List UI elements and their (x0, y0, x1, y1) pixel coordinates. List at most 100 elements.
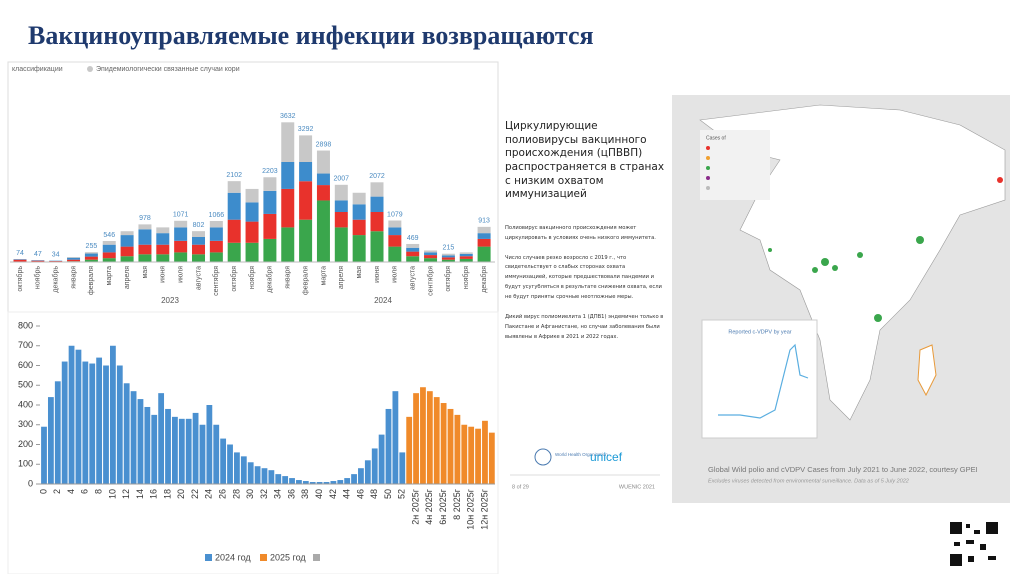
x-tick-label: 6 (80, 489, 90, 494)
bar-segment (138, 224, 152, 230)
slide-text: Циркулирующие полиовирусы вакцинного про… (505, 120, 665, 353)
bar-segment (13, 259, 27, 262)
bar-segment (334, 200, 348, 212)
bar (227, 444, 233, 484)
x-tick-label: 14 (135, 489, 145, 499)
bar (247, 462, 254, 484)
bar (213, 424, 220, 484)
bar-segment (370, 212, 384, 232)
slide-image-text (500, 95, 672, 503)
bar-segment (192, 244, 205, 255)
x-tick-label: января (70, 266, 77, 289)
x-tick-label: 24 (204, 489, 214, 499)
bar-segment (459, 253, 473, 257)
x-tick-label: 4н 2025г (424, 488, 434, 524)
bar-segment (424, 258, 438, 262)
bar-segment (245, 202, 259, 222)
total-label: 3292 (298, 126, 314, 133)
bar-segment (120, 256, 134, 262)
bar (110, 345, 116, 484)
total-label: 2007 (334, 176, 350, 183)
y-tick-label: 100 (18, 459, 33, 469)
qr-code (948, 520, 1000, 568)
x-tick-label: марта (106, 266, 113, 286)
bar-segment (209, 240, 223, 253)
bar (468, 426, 475, 484)
y-tick-label: 400 (18, 399, 33, 409)
total-label: 255 (86, 243, 98, 250)
bar (234, 452, 240, 484)
inset-title: Reported c-VDPV by year (728, 329, 791, 335)
legend-swatch (260, 554, 267, 561)
bar (116, 365, 123, 484)
bar-segment (120, 246, 134, 257)
x-tick-label: апреля (338, 266, 345, 289)
x-tick-label: 26 (218, 489, 228, 499)
bar-segment (370, 231, 384, 262)
x-tick-label: 48 (369, 489, 379, 499)
bar-segment (388, 220, 402, 228)
x-tick-label: сентября (426, 266, 434, 296)
bar (426, 391, 433, 484)
total-label: 469 (407, 235, 419, 242)
bar (302, 481, 309, 484)
bar (392, 391, 399, 484)
x-tick-label: ноября (462, 266, 470, 289)
bar-segment (227, 181, 241, 193)
total-label: 1079 (387, 211, 403, 218)
bar (296, 480, 302, 484)
bar-segment (388, 235, 402, 247)
total-label: 3632 (280, 113, 296, 120)
bar-segment (156, 244, 170, 255)
bar (172, 416, 178, 484)
bar-segment (156, 227, 170, 234)
bar (41, 426, 47, 484)
slide-source: WUENIC 2021 (619, 484, 655, 490)
bar (330, 481, 337, 484)
x-tick-label: июня (374, 266, 381, 283)
x-tick-label: января (285, 266, 292, 289)
inset-line (718, 343, 809, 419)
bar-segment (281, 188, 295, 228)
bar (158, 393, 165, 484)
bar-segment (459, 252, 473, 254)
year-label: 2023 (161, 296, 179, 305)
bar (337, 480, 344, 484)
bar-segment (477, 233, 491, 239)
bar (185, 418, 192, 484)
bar (68, 345, 75, 484)
map-cases (768, 236, 924, 322)
bar-segment (334, 227, 348, 262)
bar-segment (281, 162, 295, 189)
bar (199, 424, 206, 484)
x-tick-label: 42 (328, 489, 338, 499)
bar (123, 383, 130, 484)
y-tick-label: 500 (18, 380, 33, 390)
x-tick-label: августа (195, 266, 202, 290)
bar (482, 420, 488, 484)
bar-segment (67, 257, 81, 258)
bar-segment (263, 238, 277, 262)
x-tick-label: 38 (300, 489, 310, 499)
bar-segment (67, 257, 81, 260)
bar (192, 412, 199, 484)
unicef-logo: unicef (590, 450, 623, 464)
bar (178, 418, 185, 484)
bar-segment (138, 229, 152, 245)
bar (371, 448, 378, 484)
bar-segment (209, 221, 223, 228)
x-tick-label: 20 (176, 489, 186, 499)
bar (144, 406, 151, 484)
map-land (699, 104, 1006, 421)
bar-segment (477, 226, 491, 234)
bar-segment (120, 235, 134, 247)
bar-segment (441, 259, 455, 262)
total-label: 74 (16, 250, 24, 257)
bar (165, 408, 171, 484)
bar (220, 438, 227, 484)
bar-segment (334, 184, 348, 201)
bar-segment (406, 243, 420, 248)
bar-segment (424, 255, 438, 259)
x-tick-label: 28 (231, 489, 241, 499)
